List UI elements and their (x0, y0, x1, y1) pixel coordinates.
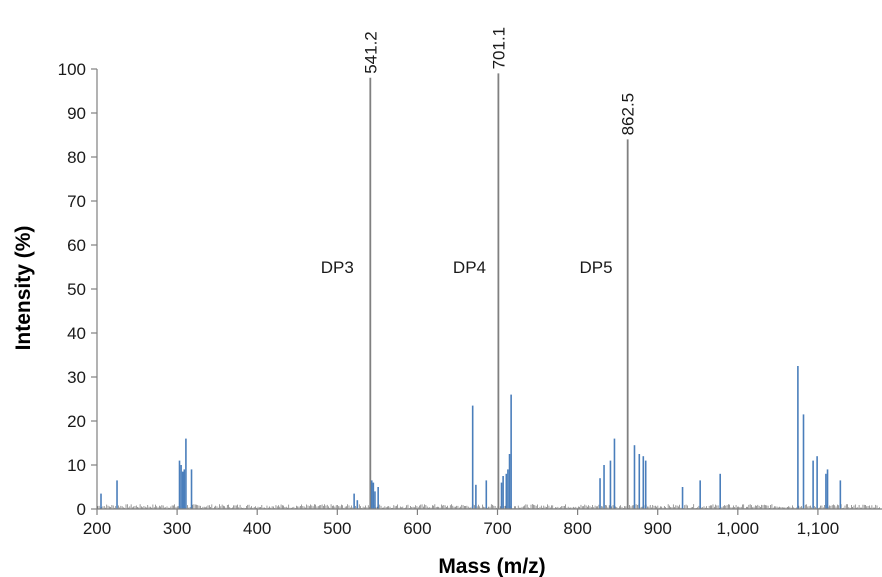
baseline-noise-path (97, 504, 880, 509)
y-tick-label: 70 (67, 192, 86, 211)
dp-annotation: DP5 (579, 258, 612, 277)
y-axis-title: Intensity (%) (12, 226, 35, 351)
peak-labels: 541.2 701.1 862.5 (361, 27, 637, 136)
annotations: DP3 DP4 DP5 (321, 258, 613, 277)
y-tick-label: 0 (77, 500, 86, 519)
peak-mz-label: 862.5 (619, 93, 638, 136)
x-axis-title: Mass (m/z) (438, 555, 545, 577)
x-tick-label: 800 (563, 519, 591, 538)
y-tick-label: 90 (67, 104, 86, 123)
x-tick-label: 600 (403, 519, 431, 538)
y-tick-label: 100 (58, 60, 86, 79)
x-tick-label: 900 (644, 519, 672, 538)
x-tick-label: 700 (483, 519, 511, 538)
y-tick-label: 30 (67, 368, 86, 387)
peak-mz-label: 541.2 (361, 31, 380, 74)
x-tick-label: 1,000 (717, 519, 760, 538)
peak-mz-label: 701.1 (489, 27, 508, 70)
x-tick-label: 400 (243, 519, 271, 538)
y-tick-label: 40 (67, 324, 86, 343)
y-tick-label: 10 (67, 456, 86, 475)
x-tick-label: 200 (83, 519, 111, 538)
x-tick-label: 500 (323, 519, 351, 538)
x-tick-label: 1,100 (797, 519, 840, 538)
peaks-layer (100, 73, 842, 509)
y-axis: 0 10 20 30 40 50 60 70 80 90 100 (58, 60, 98, 519)
y-tick-label: 20 (67, 412, 86, 431)
y-tick-label: 80 (67, 148, 86, 167)
x-axis: 200 300 400 500 600 700 800 900 1,000 1,100 (83, 508, 882, 538)
y-tick-label: 50 (67, 280, 86, 299)
baseline-noise (97, 504, 880, 509)
dp-annotation: DP3 (321, 258, 354, 277)
dp-annotation: DP4 (453, 258, 486, 277)
y-tick-label: 60 (67, 236, 86, 255)
x-tick-label: 300 (163, 519, 191, 538)
